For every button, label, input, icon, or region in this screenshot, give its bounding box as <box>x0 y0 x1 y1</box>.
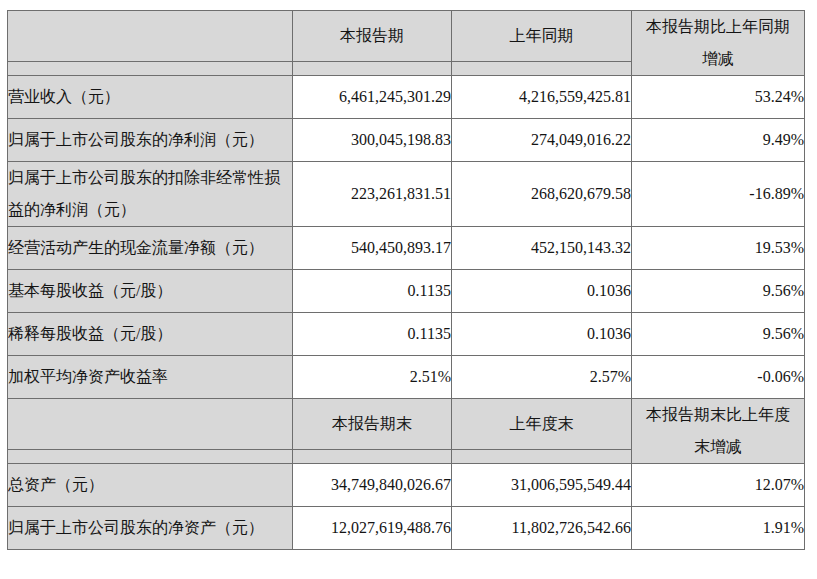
current-period-value-cell: 540,450,893.17 <box>293 227 452 270</box>
header-spacer-cell <box>293 450 452 464</box>
header-row: 本报告期末上年度末本报告期末比上年度末增减 <box>8 399 805 450</box>
change-value-cell: -16.89% <box>632 162 805 227</box>
change-header-line: 本报告期末比上年度 <box>632 399 804 431</box>
table-row: 归属于上市公司股东的净利润（元）300,045,198.83274,049,01… <box>8 119 805 162</box>
prior-period-value-cell: 0.1036 <box>452 270 632 313</box>
change-value-cell: 1.91% <box>632 507 805 550</box>
table-row: 归属于上市公司股东的净资产（元）12,027,619,488.7611,802,… <box>8 507 805 550</box>
change-value-cell: 9.56% <box>632 270 805 313</box>
current-period-value-cell: 12,027,619,488.76 <box>293 507 452 550</box>
change-value-cell: 9.56% <box>632 313 805 356</box>
header-spacer-cell <box>452 62 632 76</box>
current-period-value-cell: 6,461,245,301.29 <box>293 76 452 119</box>
prior-period-value-cell: 31,006,595,549.44 <box>452 464 632 507</box>
header-label-cell <box>8 11 293 62</box>
prior-period-value-cell: 4,216,559,425.81 <box>452 76 632 119</box>
header-spacer-cell <box>8 450 293 464</box>
current-period-value-cell: 34,749,840,026.67 <box>293 464 452 507</box>
row-label-cell: 归属于上市公司股东的净利润（元） <box>8 119 293 162</box>
change-header-cell: 本报告期比上年同期增减 <box>632 11 805 76</box>
change-header-line: 末增减 <box>632 431 804 463</box>
row-label-cell: 归属于上市公司股东的扣除非经常性损益的净利润（元） <box>8 162 293 227</box>
prior-period-header-cell: 上年度末 <box>452 399 632 450</box>
financial-summary-table: 本报告期上年同期本报告期比上年同期增减营业收入（元）6,461,245,301.… <box>7 10 805 550</box>
prior-period-value-cell: 274,049,016.22 <box>452 119 632 162</box>
prior-period-value-cell: 11,802,726,542.66 <box>452 507 632 550</box>
table-row: 加权平均净资产收益率2.51%2.57%-0.06% <box>8 356 805 399</box>
table-row: 归属于上市公司股东的扣除非经常性损益的净利润（元）223,261,831.512… <box>8 162 805 227</box>
header-spacer-cell <box>8 62 293 76</box>
row-label-cell: 经营活动产生的现金流量净额（元） <box>8 227 293 270</box>
current-period-value-cell: 223,261,831.51 <box>293 162 452 227</box>
row-label-cell: 总资产（元） <box>8 464 293 507</box>
prior-period-value-cell: 0.1036 <box>452 313 632 356</box>
row-label-cell: 稀释每股收益（元/股） <box>8 313 293 356</box>
row-label-cell: 归属于上市公司股东的净资产（元） <box>8 507 293 550</box>
prior-period-value-cell: 452,150,143.32 <box>452 227 632 270</box>
change-value-cell: -0.06% <box>632 356 805 399</box>
header-label-cell <box>8 399 293 450</box>
current-period-value-cell: 300,045,198.83 <box>293 119 452 162</box>
change-value-cell: 12.07% <box>632 464 805 507</box>
prior-period-value-cell: 2.57% <box>452 356 632 399</box>
row-label-cell: 加权平均净资产收益率 <box>8 356 293 399</box>
table-row: 经营活动产生的现金流量净额（元）540,450,893.17452,150,14… <box>8 227 805 270</box>
change-value-cell: 53.24% <box>632 76 805 119</box>
header-row: 本报告期上年同期本报告期比上年同期增减 <box>8 11 805 62</box>
current-period-value-cell: 0.1135 <box>293 313 452 356</box>
header-spacer-cell <box>293 62 452 76</box>
change-value-cell: 9.49% <box>632 119 805 162</box>
period-header-cell: 本报告期 <box>293 11 452 62</box>
current-period-value-cell: 2.51% <box>293 356 452 399</box>
header-spacer-cell <box>452 450 632 464</box>
table-row: 总资产（元）34,749,840,026.6731,006,595,549.44… <box>8 464 805 507</box>
prior-period-value-cell: 268,620,679.58 <box>452 162 632 227</box>
prior-period-header-cell: 上年同期 <box>452 11 632 62</box>
row-label-cell: 基本每股收益（元/股） <box>8 270 293 313</box>
period-header-cell: 本报告期末 <box>293 399 452 450</box>
current-period-value-cell: 0.1135 <box>293 270 452 313</box>
table-row: 基本每股收益（元/股）0.11350.10369.56% <box>8 270 805 313</box>
change-value-cell: 19.53% <box>632 227 805 270</box>
table-row: 营业收入（元）6,461,245,301.294,216,559,425.815… <box>8 76 805 119</box>
change-header-line: 增减 <box>632 43 804 75</box>
row-label-cell: 营业收入（元） <box>8 76 293 119</box>
change-header-cell: 本报告期末比上年度末增减 <box>632 399 805 464</box>
change-header-line: 本报告期比上年同期 <box>632 11 804 43</box>
table-row: 稀释每股收益（元/股）0.11350.10369.56% <box>8 313 805 356</box>
report-page: 本报告期上年同期本报告期比上年同期增减营业收入（元）6,461,245,301.… <box>0 0 817 579</box>
